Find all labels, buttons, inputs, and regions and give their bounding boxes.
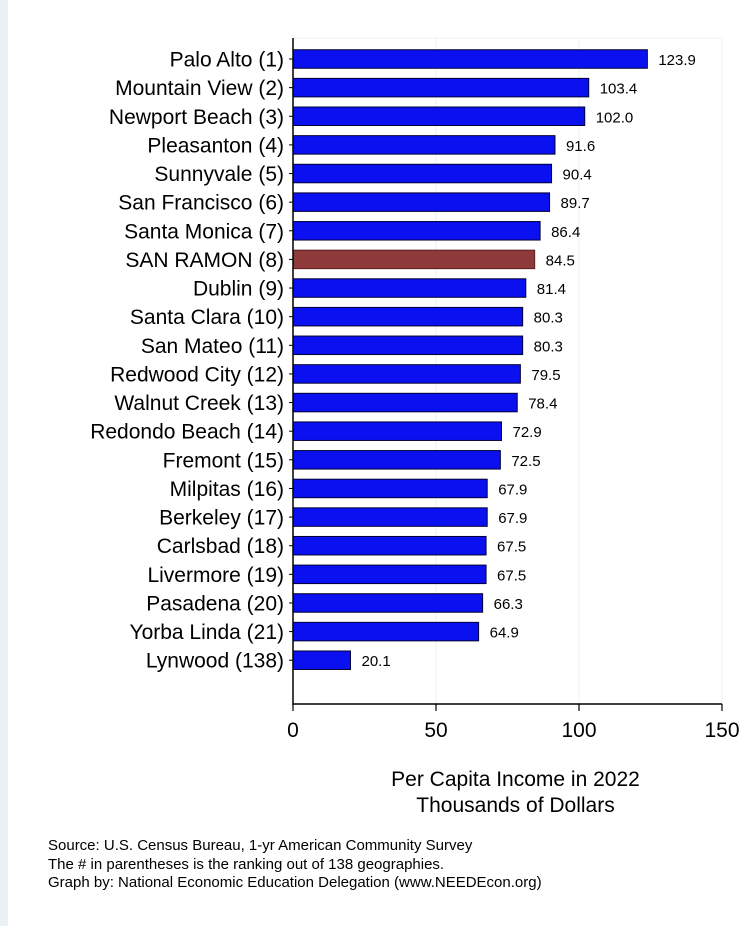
bar — [292, 306, 524, 327]
category-label: Lynwood (138) — [146, 650, 284, 673]
value-label: 72.5 — [511, 453, 540, 470]
bar — [292, 77, 590, 98]
value-label: 103.4 — [600, 81, 638, 98]
category-label: Walnut Creek (13) — [114, 392, 284, 415]
value-label: 66.3 — [494, 596, 523, 613]
bar — [292, 535, 487, 556]
bar — [292, 650, 351, 670]
bar — [292, 450, 501, 470]
category-label: SAN RAMON (8) — [125, 249, 284, 272]
value-label: 123.9 — [658, 52, 696, 69]
value-label: 91.6 — [566, 138, 595, 155]
bar — [292, 278, 527, 298]
value-label: 89.7 — [561, 195, 590, 212]
value-label: 78.4 — [528, 396, 557, 413]
value-label: 80.3 — [534, 338, 563, 355]
x-tick-label: 150 — [704, 719, 739, 742]
value-label: 80.3 — [534, 310, 563, 327]
value-label: 64.9 — [490, 625, 519, 642]
category-label: San Mateo (11) — [141, 335, 284, 358]
category-label: San Francisco (6) — [118, 192, 284, 215]
category-label: Newport Beach (3) — [109, 106, 284, 129]
value-label: 84.5 — [546, 252, 575, 269]
source-notes: Source: U.S. Census Bureau, 1-yr America… — [48, 837, 542, 893]
value-label: 20.1 — [361, 653, 390, 670]
ranking-note: The # in parentheses is the ranking out … — [48, 855, 445, 873]
source-line: Source: U.S. Census Bureau, 1-yr America… — [48, 837, 473, 854]
value-label: 86.4 — [551, 224, 580, 241]
bar — [292, 49, 648, 69]
value-label: 102.0 — [596, 109, 634, 126]
category-label: Dublin (9) — [193, 278, 284, 301]
value-label: 67.9 — [498, 481, 527, 498]
bar — [292, 392, 518, 413]
bar — [292, 564, 487, 585]
bar — [292, 621, 480, 642]
bar — [292, 192, 551, 212]
category-label: Redwood City (12) — [110, 363, 284, 386]
bar — [292, 221, 541, 241]
bar-chart: Palo Alto (1) Mountain View (2) Newport Be… — [90, 37, 740, 817]
category-label: Palo Alto (1) — [170, 49, 284, 72]
x-axis-title: Thousands of Dollars — [416, 794, 614, 817]
category-label: Carlsbad (18) — [157, 535, 284, 558]
value-label: 72.9 — [512, 424, 541, 441]
x-tick-label: 100 — [561, 719, 596, 742]
credit-line: Graph by: National Economic Education De… — [48, 874, 542, 891]
value-label: 67.5 — [497, 539, 526, 556]
bar — [292, 335, 524, 356]
bar — [292, 249, 536, 270]
bar — [292, 421, 502, 441]
category-label: Berkeley (17) — [159, 507, 284, 530]
category-label: Mountain View (2) — [115, 77, 284, 100]
value-label: 67.9 — [498, 510, 527, 527]
category-label: Redondo Beach (14) — [90, 421, 284, 444]
value-label: 79.5 — [531, 367, 560, 384]
category-label: Sunnyvale (5) — [154, 163, 284, 186]
bar — [292, 163, 553, 184]
value-label: 90.4 — [563, 167, 592, 184]
category-label: Santa Monica (7) — [124, 220, 284, 243]
bar — [292, 507, 488, 527]
category-label: Fremont (15) — [163, 449, 284, 472]
bar — [292, 364, 521, 384]
bar — [292, 106, 586, 127]
x-tick-label: 50 — [424, 719, 447, 742]
chart-panel: Palo Alto (1) Mountain View (2) Newport Be… — [8, 0, 742, 926]
x-axis-title: Per Capita Income in 2022 — [391, 768, 640, 791]
value-label: 67.5 — [497, 567, 526, 584]
category-label: Pleasanton (4) — [147, 134, 284, 157]
value-label: 81.4 — [537, 281, 566, 298]
category-label: Livermore (19) — [147, 564, 284, 587]
x-tick-label: 0 — [287, 719, 299, 742]
bar — [292, 478, 488, 499]
category-label: Milpitas (16) — [170, 478, 284, 501]
category-label: Yorba Linda (21) — [129, 621, 284, 644]
bar — [292, 593, 484, 613]
category-label: Santa Clara (10) — [130, 306, 284, 329]
bar — [292, 135, 556, 155]
category-label: Pasadena (20) — [146, 592, 284, 615]
